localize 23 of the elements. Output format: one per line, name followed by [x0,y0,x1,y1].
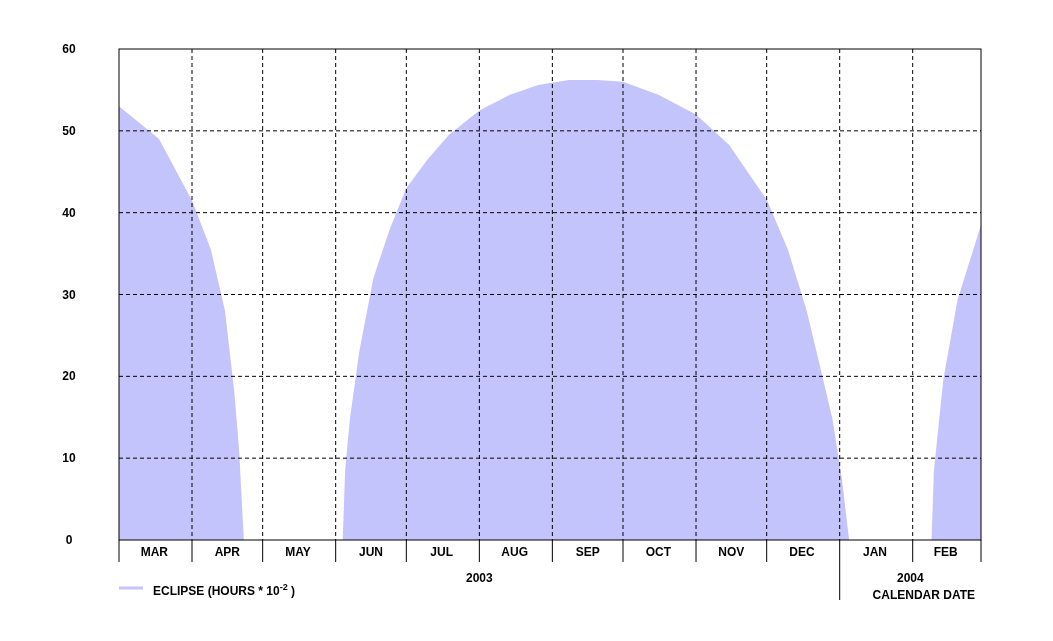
x-tick-label: JAN [863,545,888,559]
y-tick-label: 20 [62,369,76,384]
x-tick-label: NOV [718,545,745,559]
x-tick-label: APR [214,545,241,559]
legend-label: ECLIPSE (HOURS * 10$^{-2}$ ) [153,582,296,598]
y-tick-label: 0 [65,533,73,547]
text: 2004 [896,571,925,585]
y-tick-label: 40 [62,205,76,220]
x-tick-label: DEC [789,545,815,559]
x-axis-title: CALENDAR DATE [872,588,975,602]
x-tick-label: MAY [285,545,311,559]
x-tick-label: JUN [359,545,384,559]
x-tick-label: OCT [645,545,672,559]
y-tick-label: 50 [62,123,76,138]
y-tick-label: 30 [62,287,76,302]
x-tick-label: JUL [430,545,453,559]
x-tick-label: FEB [933,545,959,559]
x-tick-label: AUG [501,545,529,559]
y-tick-label: 60 [62,42,76,56]
y-tick-label: 10 [62,451,76,466]
x-tick-label: SEP [575,545,600,559]
text: 2003 [465,571,494,585]
x-tick-label: MAR [140,545,169,559]
